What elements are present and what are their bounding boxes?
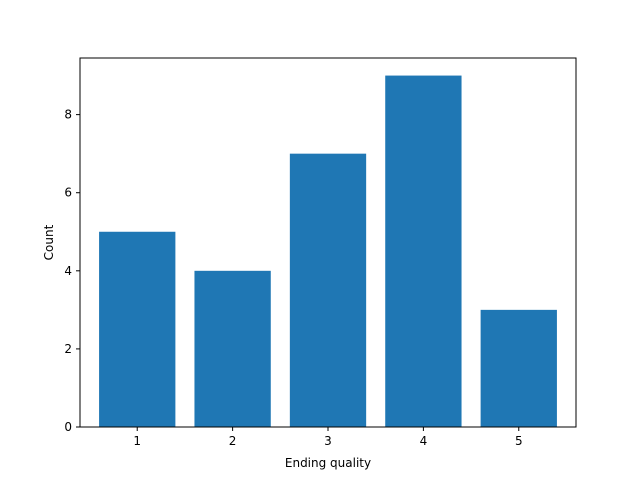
x-tick-label: 1	[133, 434, 141, 448]
x-ticks: 1 2 3 4 5	[133, 427, 523, 448]
y-axis-label: Count	[42, 224, 56, 260]
y-tick-label: 0	[64, 420, 72, 434]
x-tick-label: 5	[515, 434, 523, 448]
bar-2	[194, 270, 271, 427]
bars-layer	[99, 75, 557, 428]
y-ticks: 0 2 4 6 8	[64, 108, 80, 434]
x-tick-label: 3	[324, 434, 332, 448]
y-tick-label: 2	[64, 342, 72, 356]
plot-frame	[79, 57, 577, 428]
y-tick-label: 6	[64, 186, 72, 200]
x-axis-label: Ending quality	[285, 456, 371, 470]
bar-5	[480, 309, 557, 427]
y-tick-label: 8	[64, 108, 72, 122]
x-tick-label: 4	[420, 434, 428, 448]
y-tick-label: 4	[64, 264, 72, 278]
bar-3	[289, 153, 367, 427]
x-tick-label: 2	[229, 434, 237, 448]
bar-1	[99, 231, 176, 427]
bar-4	[385, 75, 462, 428]
